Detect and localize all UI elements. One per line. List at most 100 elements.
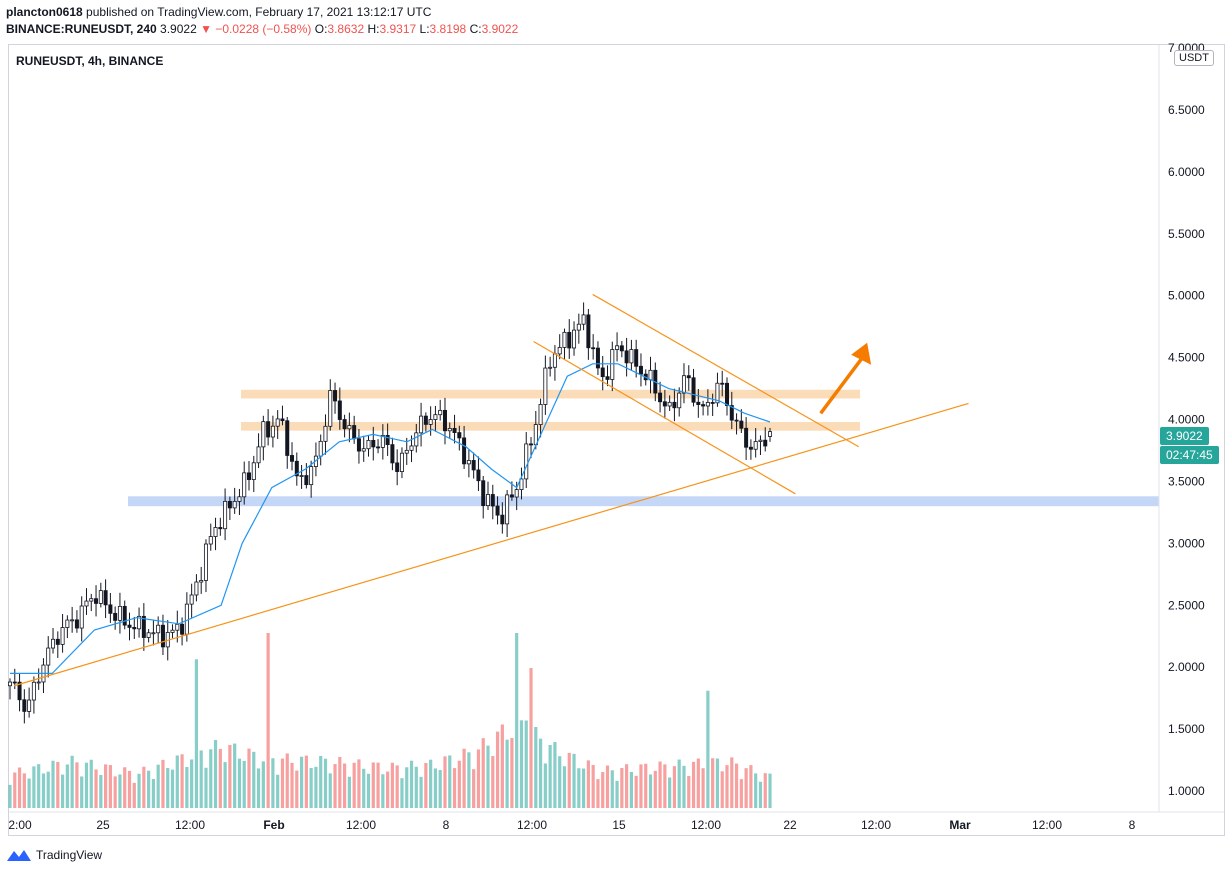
candle-body	[414, 432, 419, 447]
candle-body	[739, 420, 744, 429]
volume-bar	[180, 754, 184, 808]
volume-bar	[295, 770, 299, 808]
candle-body	[404, 449, 409, 454]
volume-bar	[414, 766, 418, 808]
candle-body	[213, 527, 218, 537]
volume-bar	[758, 781, 763, 808]
candle-body	[141, 615, 146, 638]
volume-bar	[615, 780, 619, 808]
candle-body	[227, 500, 232, 509]
volume-bar	[639, 764, 643, 808]
candle-body	[385, 434, 390, 446]
price-change: −0.0228 (−0.58%)	[215, 22, 312, 36]
candle-body	[662, 401, 667, 407]
volume-bar	[725, 765, 729, 808]
volume-bar	[610, 770, 614, 808]
candle-body	[681, 375, 686, 394]
candle-body	[457, 432, 462, 439]
volume-bar	[366, 773, 371, 808]
volume-bar	[60, 774, 65, 808]
author-name[interactable]: plancton0618	[6, 5, 83, 19]
volume-bar	[99, 774, 103, 808]
volume-bar	[185, 766, 189, 808]
candle-body	[438, 409, 443, 416]
y-tick-label: 4.0000	[1168, 413, 1205, 427]
candle-body	[433, 414, 438, 420]
open-label: O:	[314, 22, 328, 36]
candle-body	[318, 440, 323, 457]
candle-body	[199, 580, 204, 583]
candle-body	[395, 462, 400, 472]
candle-body	[266, 421, 271, 438]
candle-body	[218, 527, 223, 530]
candle-body	[514, 489, 519, 498]
volume-bar	[739, 779, 743, 808]
candle-body	[572, 329, 577, 349]
volume-bar	[309, 767, 313, 808]
currency-unit-badge[interactable]: USDT	[1174, 50, 1214, 66]
candle-body	[419, 415, 424, 434]
volume-bar	[491, 756, 495, 808]
high-value: 3.9317	[379, 22, 417, 36]
candle-body	[447, 428, 452, 432]
candle-body	[352, 425, 357, 440]
volume-bar	[84, 762, 89, 808]
candle-body	[538, 404, 543, 425]
candle-body	[591, 347, 596, 350]
candle-body	[22, 699, 27, 712]
candle-body	[710, 402, 715, 404]
candle-body	[490, 494, 495, 507]
x-tick-label: 12:00	[691, 818, 721, 832]
ohlc-line: BINANCE:RUNEUSDT, 240 3.9022 ▼ −0.0228 (…	[6, 22, 518, 36]
candle-body	[79, 605, 84, 629]
candle-body	[462, 437, 467, 465]
tradingview-logo-icon	[7, 850, 31, 861]
volume-bar	[419, 776, 423, 808]
volume-bar	[462, 748, 466, 808]
candle-body	[471, 460, 476, 471]
volume-bar	[500, 724, 504, 808]
candle-body	[442, 409, 447, 432]
candle-body	[466, 460, 471, 465]
candle-body	[103, 590, 108, 606]
volume-bar	[548, 745, 552, 808]
candle-body	[342, 419, 347, 430]
volume-bar	[668, 777, 672, 808]
candle-body	[380, 434, 385, 448]
volume-bar	[543, 763, 547, 808]
volume-bar	[486, 745, 490, 808]
candle-body	[242, 472, 247, 498]
candle-body	[667, 401, 672, 407]
candle-body	[89, 598, 94, 602]
volume-bar	[658, 761, 662, 808]
candle-body	[337, 400, 342, 420]
candle-body	[237, 496, 242, 502]
up-arrow-icon	[851, 342, 872, 365]
y-tick-label: 2.5000	[1168, 598, 1205, 612]
candle-body	[55, 638, 60, 645]
candle-body	[170, 629, 175, 633]
volume-bar	[734, 763, 739, 808]
candle-body	[323, 425, 328, 442]
candle-body	[36, 681, 41, 684]
candle-body	[753, 441, 758, 450]
candle-body	[610, 349, 615, 380]
volume-bar	[381, 774, 385, 808]
x-tick-label: 12:00	[517, 818, 547, 832]
candle-body	[304, 475, 309, 486]
candle-body	[595, 347, 600, 369]
volume-bar	[175, 755, 179, 808]
volume-bar	[591, 764, 595, 808]
volume-bar	[562, 766, 567, 808]
volume-bar	[452, 768, 457, 808]
volume-bar	[118, 774, 122, 808]
footer-brand[interactable]: TradingView	[6, 848, 102, 862]
volume-bar	[132, 782, 136, 808]
volume-bar	[299, 756, 304, 808]
volume-bar	[56, 761, 60, 808]
candle-body	[371, 439, 376, 448]
candle-body	[696, 401, 701, 405]
volume-bar	[510, 738, 514, 808]
volume-bar	[75, 762, 79, 808]
